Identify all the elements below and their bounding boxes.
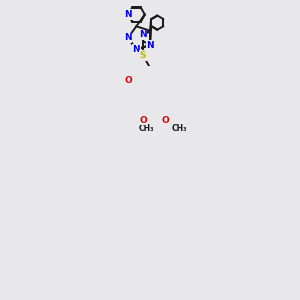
Text: CH₃: CH₃ bbox=[171, 124, 187, 133]
Text: CH₃: CH₃ bbox=[138, 124, 154, 133]
Text: N: N bbox=[139, 31, 147, 40]
Text: S: S bbox=[140, 51, 146, 60]
Text: N: N bbox=[146, 41, 154, 50]
Text: O: O bbox=[162, 116, 170, 124]
Text: N: N bbox=[124, 34, 132, 43]
Text: N: N bbox=[124, 10, 132, 19]
Text: O: O bbox=[139, 116, 147, 124]
Text: O: O bbox=[124, 76, 132, 85]
Text: N: N bbox=[133, 45, 140, 54]
